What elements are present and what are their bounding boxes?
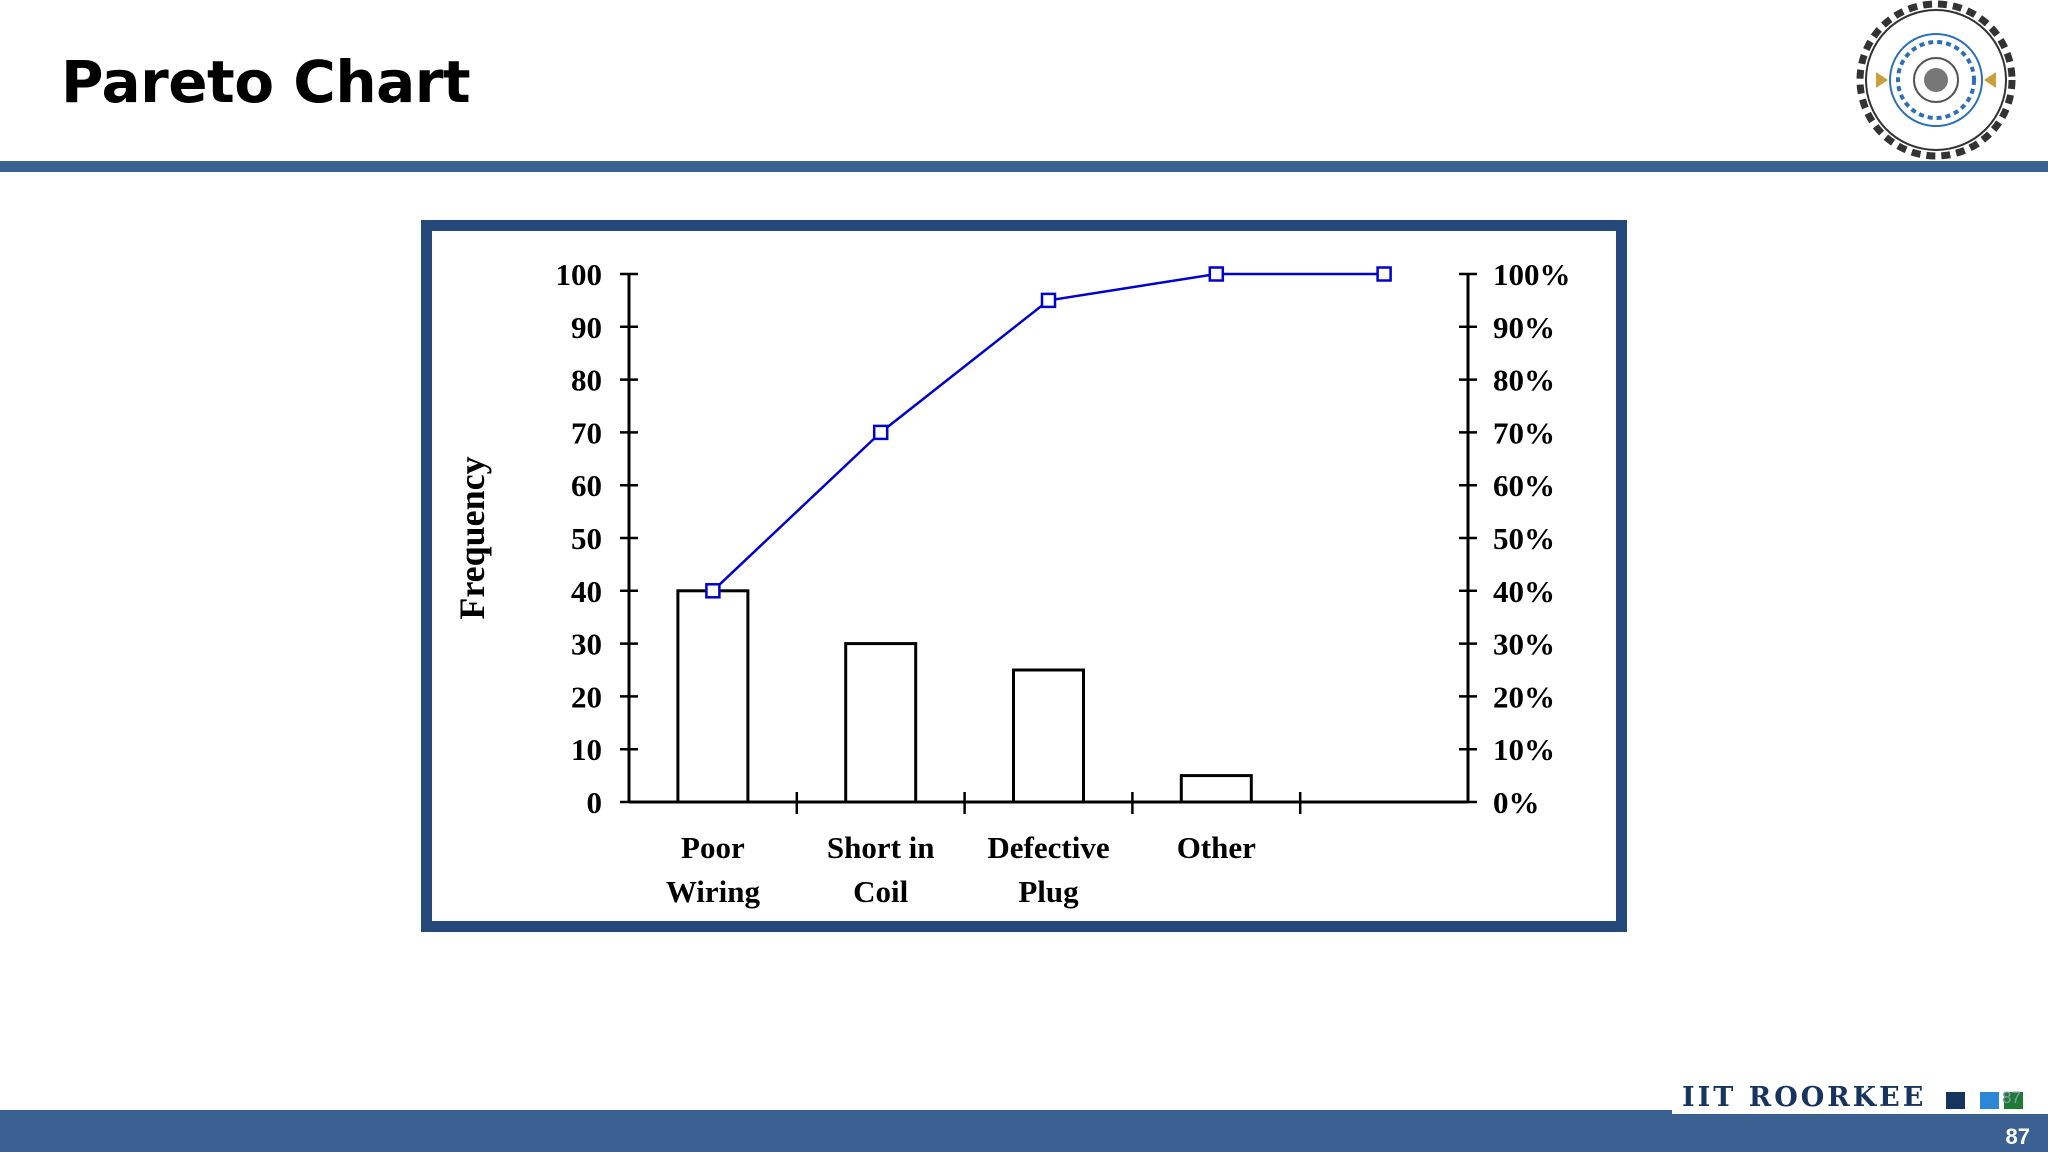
cumulative-line xyxy=(712,272,1385,592)
page-number: 87 xyxy=(2005,1124,2030,1149)
y2-tick-label: 60% xyxy=(1493,468,1555,503)
cumulative-point xyxy=(872,424,889,441)
y-tick-label: 80 xyxy=(571,363,602,398)
y2-tick-label: 30% xyxy=(1493,627,1555,662)
y-tick-label: 0 xyxy=(587,785,603,820)
x-category-label: Wiring xyxy=(666,874,761,909)
bar xyxy=(676,589,750,804)
y-tick-label: 50 xyxy=(571,521,602,556)
y2-tick-label: 50% xyxy=(1493,521,1555,556)
y2-tick-label: 100% xyxy=(1493,257,1571,292)
x-category-label: Coil xyxy=(853,874,909,909)
bar xyxy=(1179,774,1253,804)
cumulative-point xyxy=(1040,292,1057,309)
cumulative-point xyxy=(705,583,721,599)
footer-square-blue xyxy=(1980,1092,1999,1109)
y2-tick-label: 70% xyxy=(1493,415,1555,450)
footer-brand: IIT ROORKEE xyxy=(1682,1082,1927,1113)
footer-small-number: 87 xyxy=(2002,1088,2021,1107)
institute-logo xyxy=(1856,0,2016,160)
y-tick-label: 100 xyxy=(556,257,603,292)
cumulative-point xyxy=(1376,266,1392,282)
x-category-label: Short in xyxy=(827,830,935,865)
bar xyxy=(1012,668,1085,804)
x-category-label: Poor xyxy=(681,830,745,865)
footer-square-green xyxy=(2004,1092,2023,1109)
y2-tick-label: 80% xyxy=(1493,363,1555,398)
cumulative-point xyxy=(1208,266,1225,282)
x-category-label: Plug xyxy=(1018,874,1079,909)
y2-tick-label: 20% xyxy=(1493,679,1555,714)
footer-square-dark xyxy=(1946,1092,1965,1109)
y2-tick-label: 10% xyxy=(1493,732,1555,767)
y2-tick-label: 90% xyxy=(1493,310,1555,345)
y-tick-label: 60 xyxy=(571,468,602,503)
pareto-chart: 0 10 20 30 40 50 60 70 80 90 100 0% 10% 20% 30% 40% 50% 6… xyxy=(452,257,1571,909)
y-tick-label: 20 xyxy=(571,679,602,714)
x-category-label: Defective xyxy=(987,830,1109,865)
footer-bar xyxy=(0,1110,2048,1152)
y-tick-label: 30 xyxy=(571,627,602,662)
page-title: Pareto Chart xyxy=(61,48,471,116)
y-tick-label: 70 xyxy=(571,415,602,450)
y-axis-title: Frequency xyxy=(452,456,492,619)
y-tick-label: 90 xyxy=(571,310,602,345)
x-category-label: Other xyxy=(1177,830,1256,865)
y-tick-label: 10 xyxy=(571,732,602,767)
title-underline xyxy=(0,161,2048,172)
chart-frame: 0 10 20 30 40 50 60 70 80 90 100 0% 10% 20% 30% 40% 50% 6… xyxy=(421,220,1627,932)
y2-tick-label: 40% xyxy=(1493,574,1555,609)
y-tick-label: 40 xyxy=(571,574,602,609)
y2-tick-label: 0% xyxy=(1493,785,1540,820)
bar xyxy=(844,642,918,804)
